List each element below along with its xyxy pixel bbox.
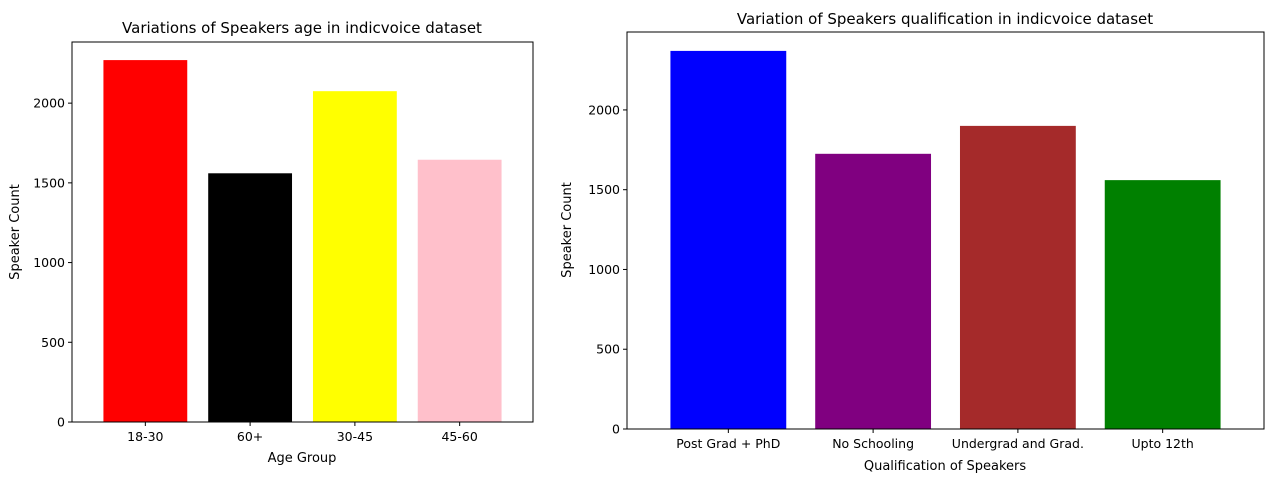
qualification-bar-post-grad-phd: [670, 50, 787, 430]
age-ytick-label: 1000: [33, 255, 65, 270]
qualification-xtick-label: Undergrad and Grad.: [952, 436, 1084, 451]
qualification-ytick-label: 500: [596, 342, 620, 357]
qualification-ytick-label: 0: [612, 422, 620, 437]
age-bar-45-60: [417, 159, 502, 422]
age-chart-xlabel: Age Group: [268, 451, 337, 466]
age-bar-60: [208, 173, 293, 422]
qualification-chart-xticks: Post Grad + PhD No Schooling Undergrad and…: [676, 429, 1194, 451]
age-ytick-label: 1500: [33, 175, 65, 190]
qualification-xtick-label: No Schooling: [832, 436, 914, 451]
qualification-chart-axes-frame: [626, 31, 1265, 430]
qualification-bar-upto-12th: [1104, 180, 1221, 429]
age-ytick-label: 0: [57, 415, 65, 430]
age-xtick-label: 60+: [237, 429, 263, 444]
qualification-xtick-label: Upto 12th: [1131, 436, 1193, 451]
qualification-chart-xlabel: Qualification of Speakers: [864, 459, 1027, 474]
age-chart-axes-frame: [71, 41, 534, 423]
qualification-bar-undergrad-and-grad: [959, 125, 1076, 429]
qualification-chart-title: Variation of Speakers qualification in i…: [737, 10, 1153, 28]
age-chart-xticks: 18-30 60+ 30-45 45-60: [127, 422, 478, 444]
age-chart-yticks: 0 500 1000 1500 2000: [33, 96, 72, 430]
qualification-chart-bars: [670, 50, 1221, 430]
qualification-bar-no-schooling: [815, 153, 932, 430]
qualification-chart-yticks: 0 500 1000 1500 2000: [588, 102, 627, 437]
age-xtick-label: 18-30: [127, 429, 163, 444]
age-chart-ylabel: Speaker Count: [8, 184, 23, 280]
age-xtick-label: 45-60: [441, 429, 477, 444]
qualification-ytick-label: 1500: [588, 182, 620, 197]
age-ytick-label: 2000: [33, 96, 65, 111]
age-chart-title: Variations of Speakers age in indicvoice…: [122, 19, 482, 37]
age-chart-bars: [103, 60, 502, 423]
age-bar-18-30: [103, 60, 188, 422]
qualification-chart: Variation of Speakers qualification in i…: [560, 10, 1265, 474]
qualification-ytick-label: 2000: [588, 102, 620, 117]
qualification-ytick-label: 1000: [588, 262, 620, 277]
qualification-chart-ylabel: Speaker Count: [560, 182, 575, 278]
age-ytick-label: 500: [41, 335, 65, 350]
qualification-xtick-label: Post Grad + PhD: [676, 436, 780, 451]
age-chart: Variations of Speakers age in indicvoice…: [8, 19, 534, 466]
age-xtick-label: 30-45: [337, 429, 373, 444]
age-bar-30-45: [312, 91, 397, 423]
